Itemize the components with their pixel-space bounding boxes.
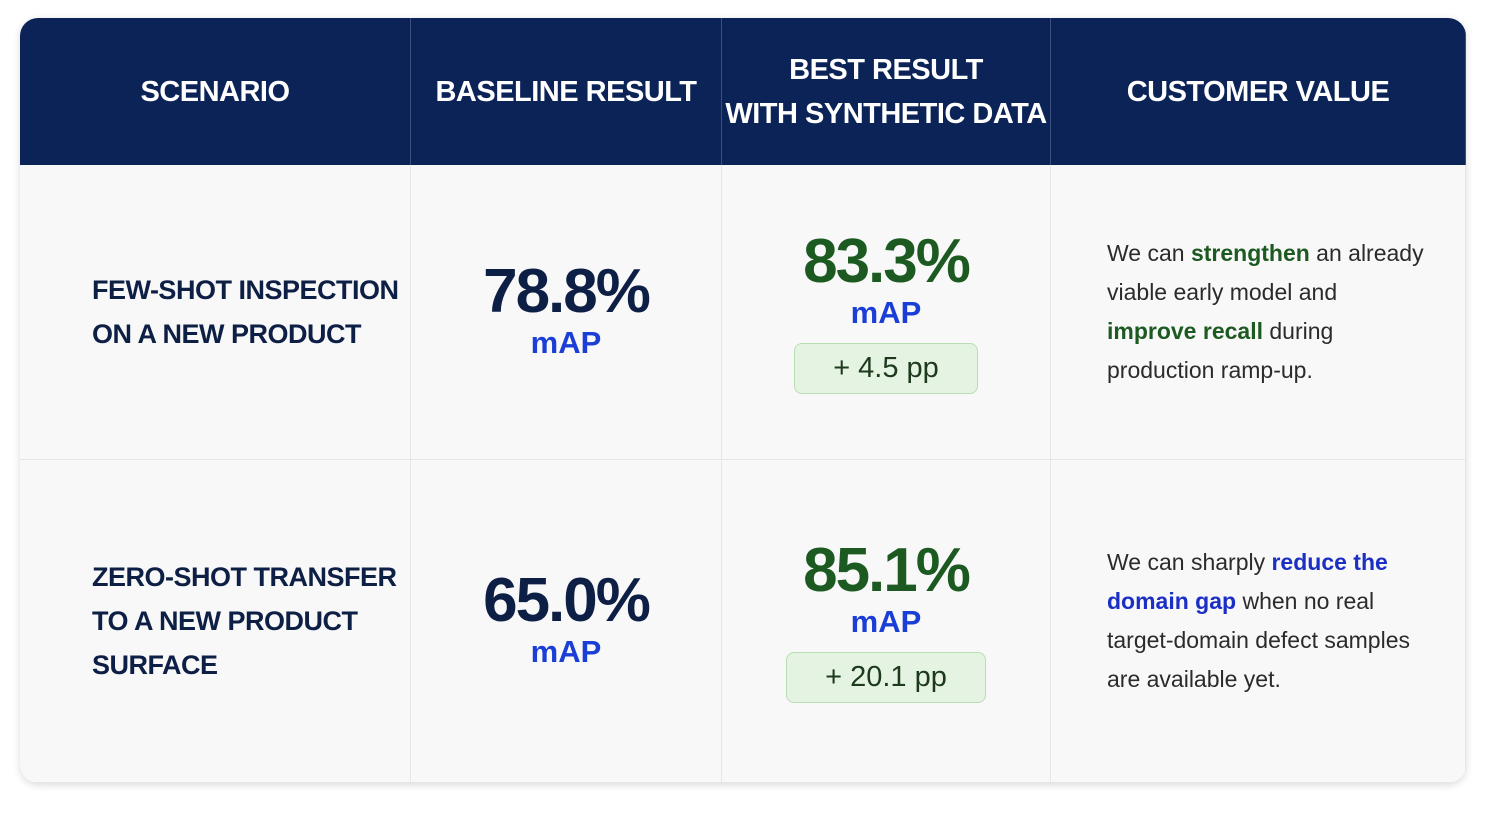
header-line: WITH SYNTHETIC DATA <box>725 97 1047 130</box>
text-segment: an already viable early model and <box>1107 240 1430 305</box>
header-line: BASELINE RESULT <box>435 75 697 108</box>
text-segment: We can sharply <box>1107 549 1272 575</box>
best-unit: mAP <box>850 294 922 330</box>
header-line: CUSTOMER VALUE <box>1126 75 1390 108</box>
scenario-line: TO A NEW PRODUCT <box>92 606 358 636</box>
baseline-cell: 65.0% mAP <box>411 460 722 783</box>
best-cell: 85.1% mAP + 20.1 pp <box>722 460 1051 783</box>
customer-value-cell: We can sharply reduce the domain gap whe… <box>1051 460 1466 783</box>
highlight: reduce the domain gap <box>1107 549 1395 614</box>
text-segment: We can <box>1107 240 1191 266</box>
text-segment: during production ramp-up. <box>1107 318 1340 383</box>
delta-badge: + 4.5 pp <box>794 342 978 394</box>
customer-value-cell: We can strengthen an already viable earl… <box>1051 165 1466 460</box>
header-line: SCENARIO <box>140 75 290 108</box>
header-cell: SCENARIO <box>20 18 411 165</box>
best-value: 85.1% <box>803 535 971 605</box>
header-cell: CUSTOMER VALUE <box>1051 18 1466 165</box>
customer-value-text: We can sharply reduce the domain gap whe… <box>1107 543 1425 699</box>
best-value: 83.3% <box>803 226 971 296</box>
scenario-line: SURFACE <box>92 650 218 680</box>
header-cell: BASELINE RESULT <box>411 18 722 165</box>
best-cell: 83.3% mAP + 4.5 pp <box>722 165 1051 460</box>
baseline-value: 78.8% <box>483 257 651 326</box>
header-line: BEST RESULT <box>789 53 983 86</box>
scenario-cell: ZERO-SHOT TRANSFER TO A NEW PRODUCT SURFAC… <box>20 460 411 783</box>
best-unit: mAP <box>850 603 922 639</box>
scenario-line: ZERO-SHOT TRANSFER <box>92 562 397 592</box>
scenario-line: FEW-SHOT INSPECTION <box>92 275 399 305</box>
baseline-value: 65.0% <box>483 566 651 635</box>
highlight: improve recall <box>1107 318 1263 344</box>
baseline-unit: mAP <box>530 325 602 360</box>
scenario-cell: FEW-SHOT INSPECTION ON A NEW PRODUCT <box>20 165 411 460</box>
delta-badge: + 20.1 pp <box>786 651 986 703</box>
header-cell: BEST RESULT WITH SYNTHETIC DATA <box>722 18 1051 165</box>
results-table: SCENARIO BASELINE RESULT BEST RESULT WITH S… <box>20 18 1466 783</box>
baseline-unit: mAP <box>530 634 602 669</box>
scenario-line: ON A NEW PRODUCT <box>92 319 362 349</box>
baseline-cell: 78.8% mAP <box>411 165 722 460</box>
highlight: strengthen <box>1190 240 1310 266</box>
text-segment: when no real target-domain defect sample… <box>1107 588 1417 692</box>
customer-value-text: We can strengthen an already viable earl… <box>1107 234 1425 390</box>
